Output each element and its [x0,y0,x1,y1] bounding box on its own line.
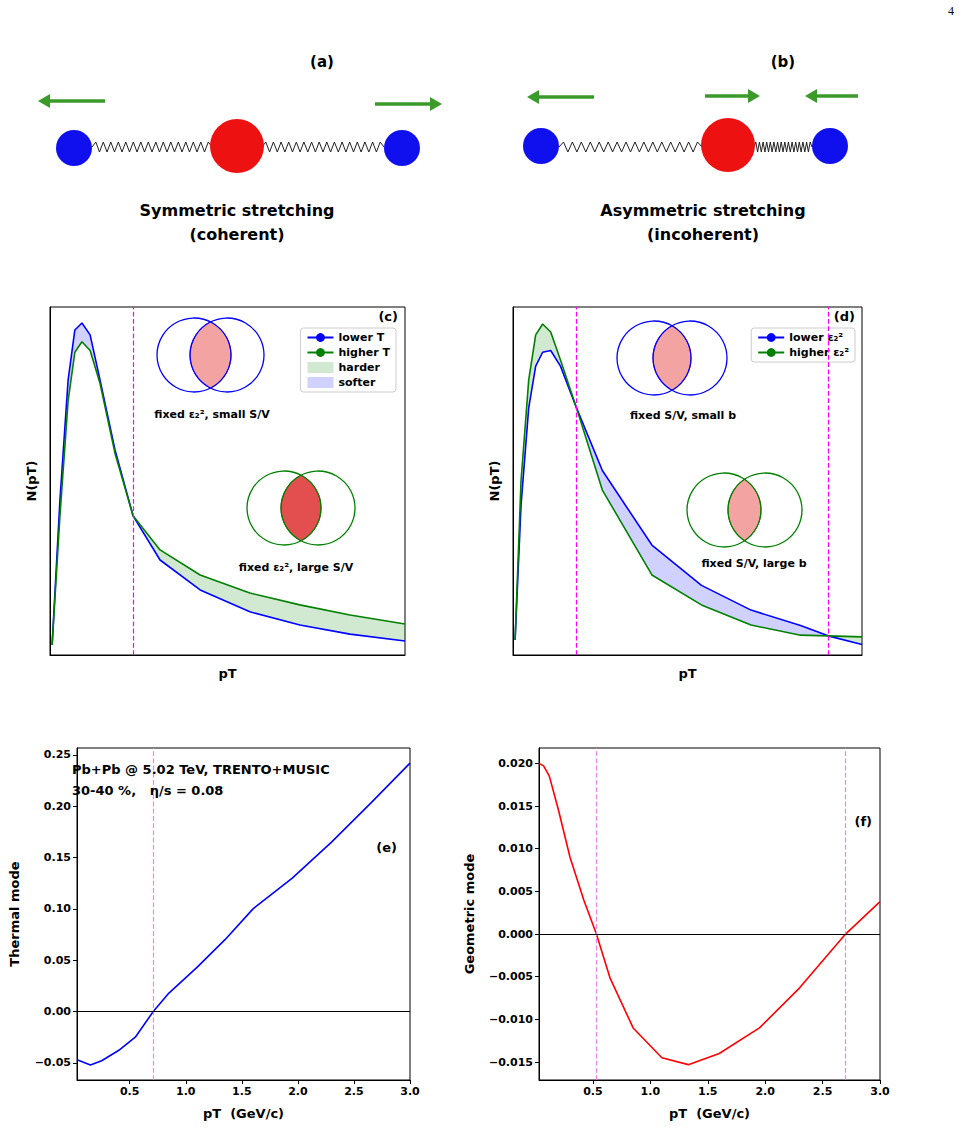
svg-text:Thermal mode: Thermal mode [7,861,22,966]
svg-text:1.5: 1.5 [698,1085,718,1098]
svg-text:higher T: higher T [338,346,390,359]
svg-text:Symmetric stretching: Symmetric stretching [140,201,335,220]
svg-text:pT: pT [218,666,236,681]
svg-text:Geometric mode: Geometric mode [462,853,477,974]
svg-text:1.5: 1.5 [232,1085,252,1098]
svg-text:0.20: 0.20 [44,800,71,813]
svg-text:0.5: 0.5 [583,1085,603,1098]
svg-text:0.05: 0.05 [44,954,71,967]
svg-text:Asymmetric stretching: Asymmetric stretching [600,201,805,220]
svg-text:−0.005: −0.005 [489,970,533,983]
svg-text:Pb+Pb @ 5.02 TeV, TRENTO+MUSIC: Pb+Pb @ 5.02 TeV, TRENTO+MUSIC [72,762,330,777]
svg-text:(b): (b) [771,53,795,71]
svg-text:3.0: 3.0 [400,1085,420,1098]
svg-text:0.15: 0.15 [44,851,71,864]
svg-text:2.0: 2.0 [755,1085,775,1098]
svg-text:higher ε₂²: higher ε₂² [789,346,849,359]
svg-text:softer: softer [338,376,376,389]
svg-text:(a): (a) [310,53,334,71]
svg-text:lower T: lower T [338,331,384,344]
svg-text:−0.05: −0.05 [35,1056,71,1069]
svg-text:pT (GeV/c): pT (GeV/c) [669,1106,750,1121]
svg-text:30-40 %, η/s = 0.08: 30-40 %, η/s = 0.08 [72,783,223,798]
svg-text:fixed S/V, small b: fixed S/V, small b [630,409,736,422]
svg-text:lower ε₂²: lower ε₂² [789,331,843,344]
svg-text:0.010: 0.010 [498,842,533,855]
svg-text:2.5: 2.5 [813,1085,833,1098]
svg-text:−0.010: −0.010 [489,1013,533,1026]
svg-text:(incoherent): (incoherent) [647,225,759,244]
svg-text:2.5: 2.5 [344,1085,364,1098]
svg-text:fixed ε₂², large S/V: fixed ε₂², large S/V [239,561,354,574]
svg-text:3.0: 3.0 [870,1085,890,1098]
svg-text:0.000: 0.000 [498,928,533,941]
svg-text:1.0: 1.0 [641,1085,661,1098]
svg-text:0.10: 0.10 [44,902,71,915]
svg-text:N(pT): N(pT) [24,461,39,502]
svg-text:2.0: 2.0 [288,1085,308,1098]
svg-text:1.0: 1.0 [176,1085,196,1098]
svg-text:fixed S/V, large b: fixed S/V, large b [701,557,806,570]
svg-text:(c): (c) [378,309,398,324]
svg-text:pT: pT [678,666,696,681]
svg-text:(coherent): (coherent) [189,225,284,244]
svg-text:0.00: 0.00 [44,1005,71,1018]
svg-text:pT (GeV/c): pT (GeV/c) [203,1106,284,1121]
svg-text:N(pT): N(pT) [487,461,502,502]
svg-text:fixed ε₂², small S/V: fixed ε₂², small S/V [154,408,270,421]
svg-text:(e): (e) [376,840,397,855]
svg-text:(f): (f) [854,814,872,829]
svg-text:0.5: 0.5 [120,1085,140,1098]
html-text:4: 4 [948,4,954,18]
svg-text:(d): (d) [834,309,855,324]
svg-text:0.020: 0.020 [498,757,533,770]
svg-text:0.015: 0.015 [498,800,533,813]
svg-text:−0.015: −0.015 [489,1056,533,1069]
svg-text:0.005: 0.005 [498,885,533,898]
svg-text:harder: harder [338,361,380,374]
svg-text:0.25: 0.25 [44,748,71,761]
